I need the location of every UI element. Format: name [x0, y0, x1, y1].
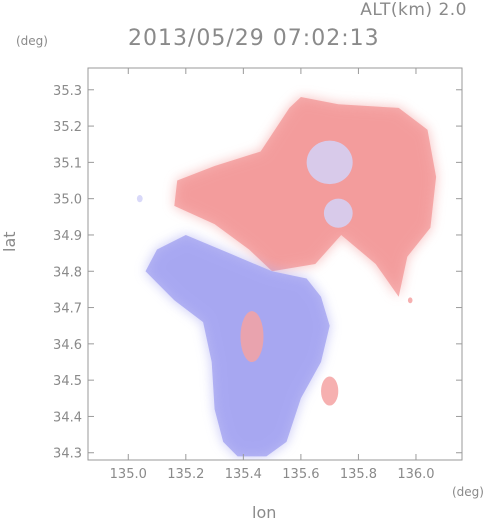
y-tick-label: 35.3 [53, 84, 82, 99]
patch-negative-1 [323, 198, 353, 228]
plot-frame [87, 67, 463, 461]
chart-title: 2013/05/29 07:02:13 [128, 26, 380, 51]
y-axis: 34.3 34.4 34.5 34.6 34.7 34.8 34.9 35.0 35.1 35.2… [53, 84, 462, 462]
y-tick-label: 34.8 [53, 265, 82, 280]
altitude-label: ALT(km) 2.0 [360, 0, 467, 20]
y-tick-label: 34.4 [53, 410, 82, 425]
y-tick-label: 34.9 [53, 229, 82, 244]
data-layer [136, 97, 437, 457]
y-tick-label: 34.6 [53, 338, 82, 353]
region-core-negative [145, 235, 330, 457]
y-axis-unit: (deg) [16, 34, 48, 48]
patch-positive-2 [240, 311, 264, 362]
x-axis-label: lon [252, 503, 277, 522]
patch-positive-5 [407, 297, 413, 304]
x-tick-label: 135.4 [225, 467, 262, 482]
y-tick-label: 35.0 [53, 193, 82, 208]
y-tick-label: 34.7 [53, 302, 82, 317]
y-tick-label: 34.5 [53, 374, 82, 389]
y-tick-label: 34.3 [53, 447, 82, 462]
x-axis-unit: (deg) [452, 485, 484, 499]
region-core-positive [174, 97, 437, 297]
y-tick-label: 35.2 [53, 120, 82, 135]
patch-positive-3 [321, 376, 339, 406]
patch-negative-0 [306, 140, 353, 185]
x-tick-label: 135.8 [340, 467, 377, 482]
x-tick-label: 136.0 [397, 467, 434, 482]
patch-negative-4 [136, 195, 143, 203]
x-tick-label: 135.0 [110, 467, 147, 482]
y-tick-label: 35.1 [53, 156, 82, 171]
x-axis: 135.0 135.2 135.4 135.6 135.8 136.0 [110, 68, 435, 482]
x-tick-label: 135.2 [167, 467, 204, 482]
x-tick-label: 135.6 [282, 467, 319, 482]
